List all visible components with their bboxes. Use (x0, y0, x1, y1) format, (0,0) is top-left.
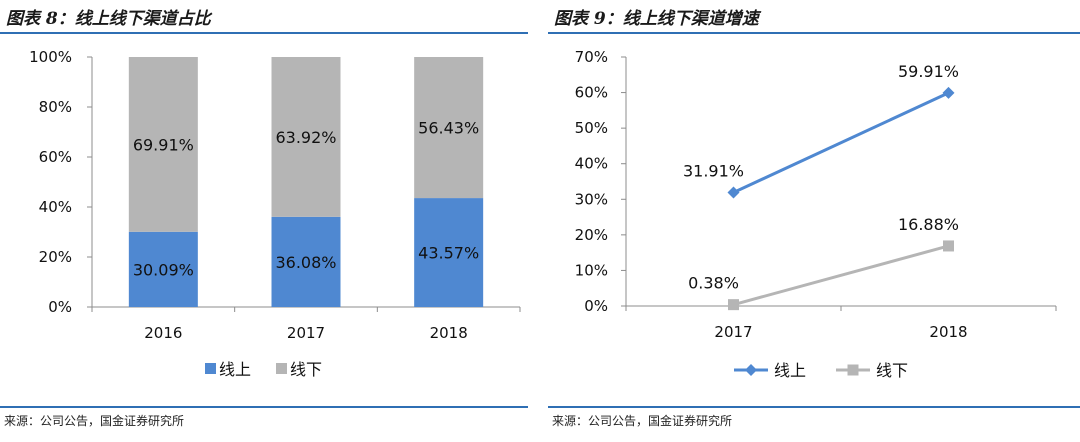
data-label: 69.91% (133, 135, 194, 154)
title-rule (548, 32, 1080, 34)
source-rule (548, 406, 1080, 408)
y-tick-label: 20% (39, 248, 72, 266)
data-label: 63.92% (275, 128, 336, 147)
legend-marker (847, 364, 859, 376)
y-tick-label: 70% (575, 48, 608, 66)
data-point (943, 240, 954, 252)
legend-label: 线下 (876, 361, 908, 380)
y-tick-label: 0% (584, 297, 608, 315)
data-label: 59.91% (898, 62, 959, 81)
data-point (942, 86, 955, 99)
source-note: 来源：公司公告，国金证券研究所 (4, 414, 185, 428)
x-tick-label: 2018 (929, 323, 967, 341)
data-label: 30.09% (133, 260, 194, 279)
line-chart-panel: 图表 9：线上线下渠道增速 0% 10% 20% 30% 40% 50% 60% 70% 201… (548, 0, 1080, 442)
y-tick-label: 10% (575, 261, 608, 279)
y-tick-label: 30% (575, 190, 608, 208)
series-line (733, 244, 949, 307)
line-chart: 0% 10% 20% 30% 40% 50% 60% 70% 2017 2018 31.91% 59.… (575, 48, 1057, 380)
panel-title: 图表 8：线上线下渠道占比 (6, 9, 211, 29)
y-tick-label: 60% (39, 148, 72, 166)
data-label: 16.88% (898, 215, 959, 234)
stacked-bar-chart: 0% 20% 40% 60% 80% 100% 30.09% 69.91% 2016 36.08%… (29, 48, 521, 379)
data-label: 0.38% (688, 274, 739, 293)
y-tick-label: 60% (575, 84, 608, 102)
data-label: 31.91% (683, 161, 744, 180)
data-label: 43.57% (418, 244, 479, 263)
y-tick-label: 80% (39, 98, 72, 116)
panel-title: 图表 9：线上线下渠道增速 (554, 9, 759, 29)
x-tick-label: 2018 (430, 324, 468, 342)
x-tick-label: 2016 (144, 324, 182, 342)
bar-segment (271, 216, 341, 307)
bar-segment (128, 57, 198, 232)
series-line (732, 91, 950, 194)
data-label: 36.08% (275, 253, 336, 272)
y-tick-label: 100% (29, 48, 72, 66)
legend-swatch (205, 363, 216, 374)
bar-segment (414, 198, 484, 307)
data-point (728, 299, 739, 311)
x-tick-label: 2017 (714, 323, 752, 341)
y-tick-label: 40% (39, 198, 72, 216)
legend-label: 线上 (219, 360, 251, 379)
legend-label: 线下 (290, 360, 322, 379)
y-tick-label: 0% (48, 298, 72, 316)
legend-label: 线上 (774, 361, 806, 380)
source-note: 来源：公司公告，国金证券研究所 (552, 414, 733, 428)
data-label: 56.43% (418, 119, 479, 138)
legend-swatch (276, 363, 287, 374)
data-point (727, 186, 740, 199)
legend-marker (745, 364, 757, 376)
y-tick-label: 40% (575, 155, 608, 173)
y-tick-label: 20% (575, 226, 608, 244)
bar-segment (271, 57, 341, 217)
title-rule (0, 32, 528, 34)
bar-segment (128, 231, 198, 307)
source-rule (0, 406, 528, 408)
y-tick-label: 50% (575, 119, 608, 137)
stacked-bar-panel: 图表 8：线上线下渠道占比 0% 20% 40% 60% 80% 100% 30.09% 69… (0, 0, 528, 442)
x-tick-label: 2017 (287, 324, 325, 342)
bar-segment (414, 57, 484, 199)
